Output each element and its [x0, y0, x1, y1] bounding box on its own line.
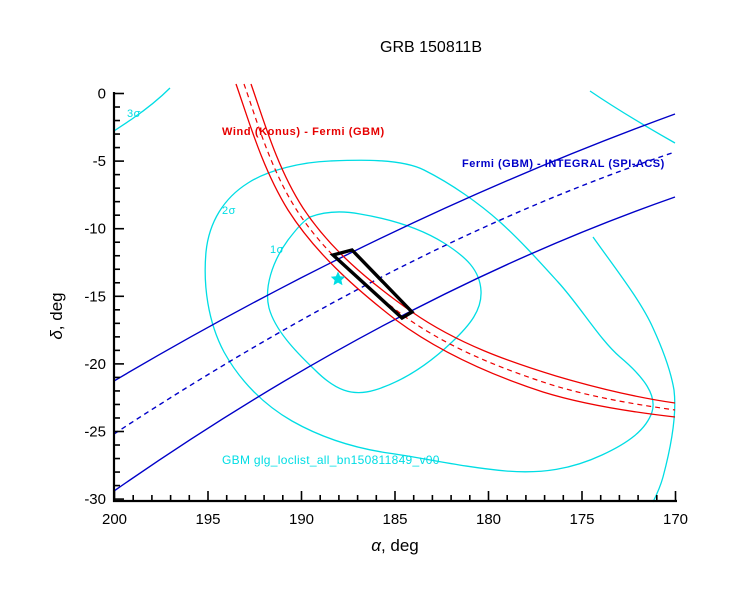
y-tick-label: -30	[84, 491, 106, 508]
y-axis-label-rest: , deg	[47, 292, 66, 330]
y-axis-label-symbol: δ	[47, 330, 66, 340]
contour-label-2sigma: 2σ	[222, 205, 236, 217]
legend-fermi-integral: Fermi (GBM) - INTEGRAL (SPI-ACS)	[462, 158, 665, 170]
chart-title: GRB 150811B	[380, 39, 482, 56]
y-tick-label: -10	[84, 221, 106, 238]
x-tick-label: 200	[102, 511, 127, 528]
x-tick-label: 175	[569, 511, 594, 528]
x-tick-label: 170	[663, 511, 688, 528]
x-tick-label: 185	[382, 511, 407, 528]
spiacs-annulus-centerline	[113, 151, 676, 435]
spiacs-annulus-upper-edge	[113, 113, 676, 382]
x-axis-label: α, deg	[371, 536, 419, 555]
x-axis-label-symbol: α	[371, 536, 382, 555]
y-tick-label: -5	[93, 153, 106, 170]
intersection-box	[329, 248, 415, 321]
spiacs-annulus-lower-edge	[113, 196, 676, 492]
contour-3sigma-topleft-arc	[113, 87, 171, 132]
x-axis-ticks: 170 175 180 185 190 195 200	[102, 491, 688, 528]
contour-3sigma-right-arc	[592, 236, 676, 503]
x-tick-label: 180	[476, 511, 501, 528]
contour-2sigma	[204, 159, 654, 473]
y-tick-label: -20	[84, 356, 106, 373]
y-tick-label: 0	[98, 86, 106, 103]
legend-konus-fermi: Wind (Konus) - Fermi (GBM)	[222, 126, 385, 138]
gbm-center-star-marker	[330, 271, 346, 286]
y-axis-ticks: -30 -25 -20 -15 -10 -5 0	[84, 86, 124, 508]
spiacs-annulus	[113, 113, 676, 492]
contour-3sigma-topright-arc	[589, 90, 676, 144]
konus-annulus-left-edge	[235, 83, 676, 418]
x-tick-label: 195	[195, 511, 220, 528]
contour-label-1sigma: 1σ	[270, 244, 284, 256]
y-tick-label: -15	[84, 288, 106, 305]
legend-gbm-file: GBM glg_loclist_all_bn150811849_v00	[222, 453, 440, 467]
y-tick-label: -25	[84, 424, 106, 441]
axes: 170 175 180 185 190 195 200 -30 -25 -20 -15 -10 -5 0	[84, 86, 688, 529]
contour-label-3sigma: 3σ	[127, 108, 141, 120]
x-tick-label: 190	[289, 511, 314, 528]
x-axis-label-rest: , deg	[381, 536, 419, 555]
y-axis-label: δ, deg	[47, 292, 66, 339]
